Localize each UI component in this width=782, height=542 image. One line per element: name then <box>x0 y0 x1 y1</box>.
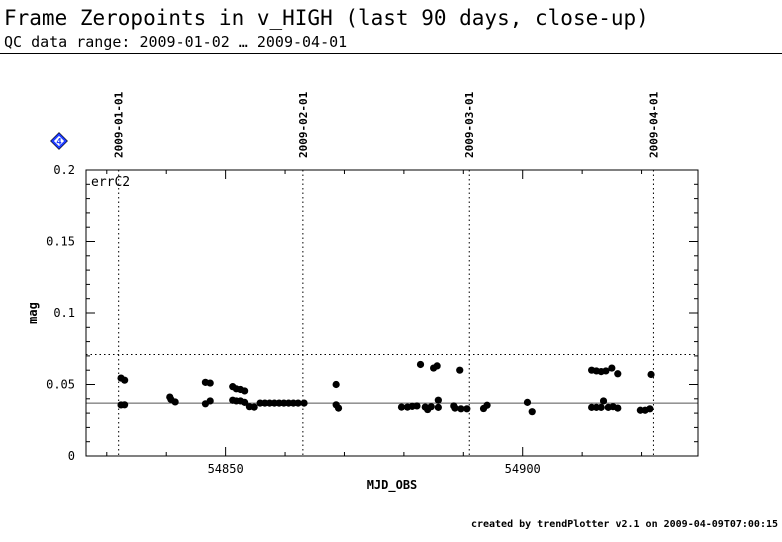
date-marker-label: 2009-04-01 <box>647 91 660 158</box>
data-point <box>397 403 406 411</box>
marker-label: 4 <box>56 138 62 148</box>
data-point <box>614 370 622 378</box>
footer-credit: created by trendPlotter v2.1 on 2009-04-… <box>470 519 778 530</box>
data-point <box>523 398 532 406</box>
date-marker-label: 2009-03-01 <box>463 91 476 158</box>
header-divider <box>0 53 782 54</box>
x-tick-label: 54850 <box>208 462 244 476</box>
data-point <box>434 403 442 411</box>
plot-frame <box>85 169 699 457</box>
data-point <box>294 399 302 407</box>
data-point <box>332 380 340 389</box>
data-point <box>614 404 622 412</box>
data-point <box>434 396 442 404</box>
diamond-4-icon[interactable]: 4 <box>50 132 68 150</box>
y-axis-label: mag <box>26 302 40 324</box>
data-point <box>206 397 214 405</box>
data-point <box>416 360 425 369</box>
data-point <box>250 403 258 411</box>
data-point <box>457 405 465 413</box>
date-marker-label: 2009-01-01 <box>113 91 126 158</box>
data-point <box>528 408 536 416</box>
data-point <box>413 402 421 410</box>
data-point <box>121 401 129 409</box>
data-point <box>463 405 471 413</box>
data-point <box>483 401 491 409</box>
data-point <box>241 387 249 395</box>
y-tick-label: 0.15 <box>46 235 75 249</box>
qc-data-range: QC data range: 2009-01-02 … 2009-04-01 <box>4 33 348 51</box>
data-point <box>451 404 459 412</box>
data-point <box>433 362 441 370</box>
data-point <box>171 398 179 406</box>
data-point <box>599 397 608 405</box>
date-marker-label: 2009-02-01 <box>297 91 310 158</box>
data-point <box>334 404 343 412</box>
page-title: Frame Zeropoints in v_HIGH (last 90 days… <box>4 6 649 30</box>
x-tick-label: 54900 <box>505 462 541 476</box>
y-tick-label: 0.05 <box>46 378 75 392</box>
data-point <box>647 370 655 379</box>
data-point <box>427 403 435 411</box>
data-point <box>300 399 308 407</box>
x-axis-label: MJD_OBS <box>367 478 418 493</box>
data-point <box>597 403 605 411</box>
data-point <box>206 379 214 387</box>
data-point <box>121 376 129 384</box>
panel-label: errC2 <box>91 175 130 190</box>
y-tick-label: 0.2 <box>53 163 75 177</box>
data-point <box>646 405 654 413</box>
data-point <box>241 398 249 406</box>
y-tick-label: 0 <box>68 449 75 463</box>
data-point <box>602 367 610 375</box>
data-point <box>608 364 616 372</box>
y-tick-label: 0.1 <box>53 306 75 320</box>
data-point <box>456 366 464 374</box>
